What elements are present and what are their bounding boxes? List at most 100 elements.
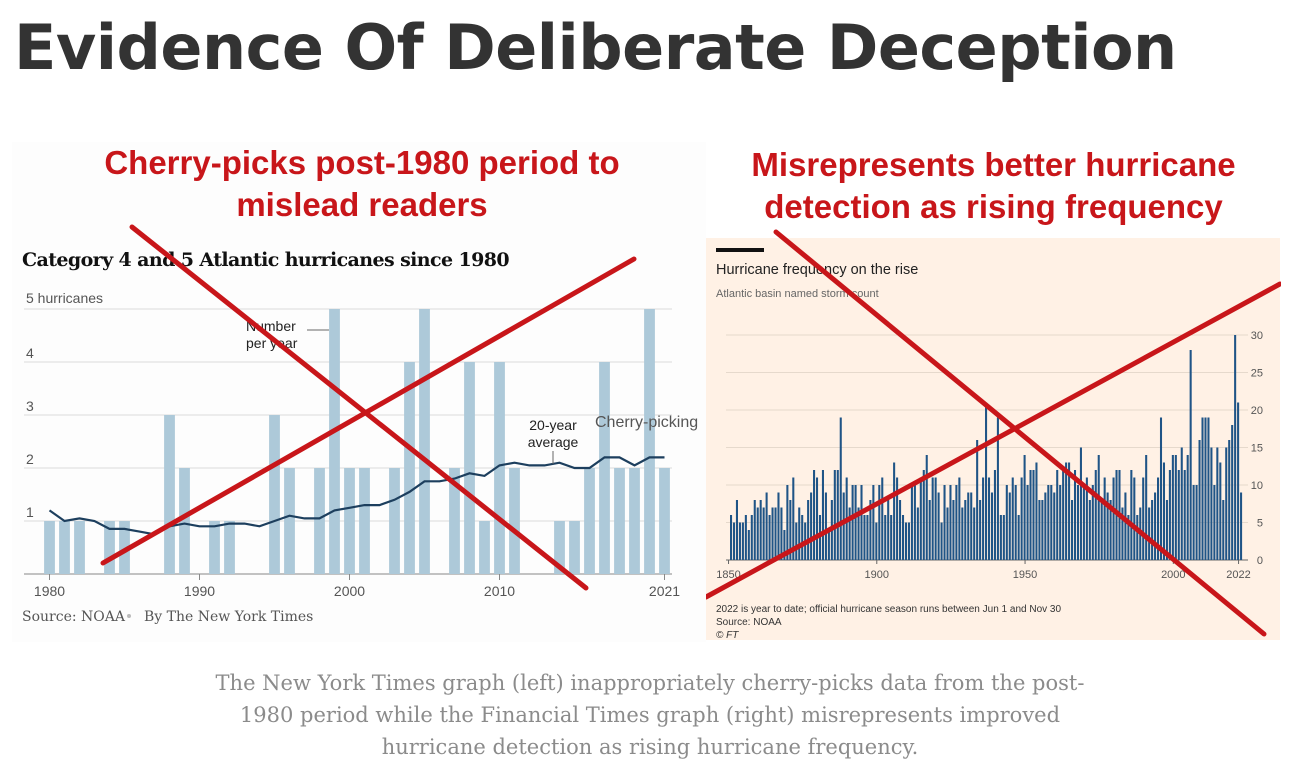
ft-bar xyxy=(1023,455,1026,560)
ft-bar xyxy=(1008,492,1011,560)
ft-bar xyxy=(872,485,875,560)
ft-bar xyxy=(955,485,958,560)
ft-bar xyxy=(928,500,931,560)
ft-bar xyxy=(1082,485,1085,560)
ft-bar xyxy=(901,515,905,560)
right-banner-line-1: Misrepresents better hurricane xyxy=(751,146,1236,183)
ft-bar xyxy=(869,500,872,560)
ft-bar xyxy=(1130,470,1133,560)
ft-x-tick-label: 2000 xyxy=(1161,569,1185,581)
ft-bar xyxy=(1210,447,1213,560)
nyt-bar xyxy=(614,468,625,574)
ft-bar xyxy=(1207,417,1210,560)
ft-bar xyxy=(999,515,1002,560)
ft-bar xyxy=(777,492,780,560)
ft-bar xyxy=(881,477,884,560)
ft-bar xyxy=(1225,447,1228,560)
ft-bar xyxy=(836,470,839,560)
ft-source: Source: NOAA xyxy=(716,617,782,628)
ft-bar xyxy=(1097,455,1100,560)
ft-bar xyxy=(1231,425,1234,560)
ft-bar xyxy=(810,492,813,560)
ft-bar xyxy=(1189,350,1192,560)
nyt-y-tick-label: 2 xyxy=(26,451,34,467)
nyt-annotation-average-line-1: 20-year xyxy=(529,417,577,433)
nyt-bar xyxy=(314,468,325,574)
ft-bar xyxy=(931,477,934,560)
ft-bar xyxy=(1168,470,1171,560)
ft-bar xyxy=(907,522,910,560)
nyt-bar xyxy=(209,521,220,574)
ft-copyright: © FT xyxy=(716,630,739,641)
ft-bar xyxy=(815,477,819,560)
ft-bar xyxy=(851,485,854,560)
nyt-x-tick-label: 2021 xyxy=(649,583,680,599)
nyt-bar xyxy=(224,521,235,574)
ft-chart-panel: Misrepresents better hurricane detection… xyxy=(706,142,1281,642)
nyt-chart: Category 4 and 5 Atlantic hurricanes sin… xyxy=(22,224,698,625)
ft-x-tick-label: 1900 xyxy=(865,569,889,581)
nyt-bar xyxy=(599,362,610,574)
ft-bar xyxy=(1127,515,1130,560)
ft-bar xyxy=(1041,500,1044,560)
nyt-bar xyxy=(419,309,430,574)
ft-bar xyxy=(1020,477,1023,560)
ft-bar xyxy=(958,477,961,560)
nyt-y-tick-label: 1 xyxy=(26,504,34,520)
ft-bar xyxy=(1014,485,1017,560)
ft-bar xyxy=(878,485,881,560)
ft-bar xyxy=(1038,500,1041,560)
nyt-source: Source: NOAA xyxy=(22,609,126,625)
nyt-bar xyxy=(449,468,460,574)
nyt-y-tick-label: 3 xyxy=(26,398,34,414)
ft-bar xyxy=(982,477,985,560)
ft-bar xyxy=(1240,492,1243,560)
nyt-y-tick-label: 4 xyxy=(26,345,34,361)
left-banner-line-2: mislead readers xyxy=(236,186,488,223)
ft-bar xyxy=(792,477,795,560)
ft-bar xyxy=(1219,462,1222,560)
ft-bar xyxy=(771,507,774,560)
ft-bar xyxy=(1029,470,1032,560)
ft-bar xyxy=(824,492,827,560)
ft-bar xyxy=(1085,477,1088,560)
ft-bar xyxy=(798,507,801,560)
ft-bar xyxy=(922,470,925,560)
ft-bar xyxy=(1103,477,1106,560)
nyt-y-ticks: 1 2 3 4 xyxy=(26,345,34,520)
nyt-y-unit-label: 5 hurricanes xyxy=(26,290,103,306)
ft-bar xyxy=(1044,492,1047,560)
ft-bar xyxy=(789,500,792,560)
ft-bar xyxy=(827,530,830,560)
ft-bar xyxy=(1171,455,1174,560)
nyt-bar xyxy=(104,521,115,574)
ft-y-tick-label: 20 xyxy=(1251,405,1263,417)
ft-bar xyxy=(1148,507,1151,560)
ft-bar xyxy=(973,507,976,560)
ft-bar xyxy=(1157,477,1160,560)
ft-bar xyxy=(1222,500,1225,560)
ft-bar xyxy=(744,515,747,560)
ft-bar xyxy=(842,492,845,560)
ft-bar xyxy=(1124,492,1127,560)
ft-bar xyxy=(732,522,736,560)
nyt-bar xyxy=(269,415,280,574)
ft-x-tick-label: 1850 xyxy=(716,569,740,581)
ft-chart-subtitle: Atlantic basin named storm count xyxy=(716,288,879,300)
nyt-cherry-picking-note: Cherry-picking xyxy=(595,414,698,431)
ft-bar xyxy=(854,485,857,560)
ft-bar xyxy=(1068,462,1071,560)
ft-bar xyxy=(1165,500,1168,560)
ft-y-ticks: 0 5 10 15 20 25 30 xyxy=(1251,330,1263,567)
ft-bar xyxy=(1065,462,1068,560)
ft-bar xyxy=(1183,470,1186,560)
ft-bar xyxy=(913,485,916,560)
ft-bar xyxy=(1177,470,1180,560)
ft-bar xyxy=(1091,485,1094,560)
ft-bar xyxy=(1133,477,1136,560)
ft-bar xyxy=(756,507,759,560)
ft-bar xyxy=(1079,447,1082,560)
ft-note: 2022 is year to date; official hurricane… xyxy=(716,604,1061,615)
ft-bar xyxy=(910,485,913,560)
ft-bar xyxy=(801,515,804,560)
